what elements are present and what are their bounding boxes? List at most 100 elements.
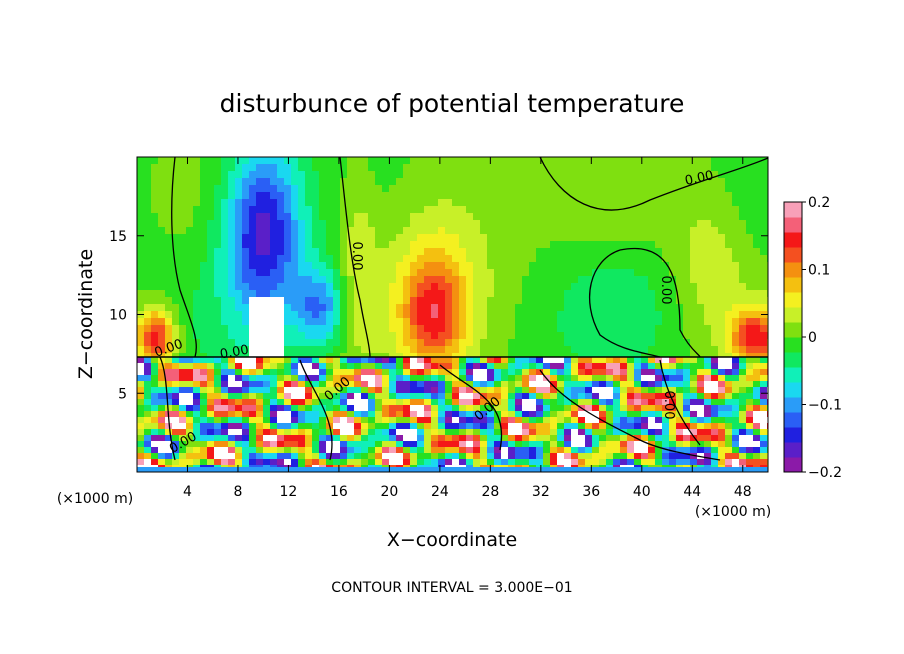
field-cell [634, 185, 642, 193]
field-cell [193, 283, 201, 291]
field-cell [648, 381, 656, 388]
field-cell [641, 248, 649, 256]
field-cell [291, 248, 299, 256]
field-cell [466, 213, 474, 221]
field-cell [529, 185, 537, 193]
field-cell [753, 357, 761, 364]
field-cell [501, 248, 509, 256]
field-cell [235, 171, 243, 179]
field-cell [340, 304, 348, 312]
field-cell [354, 220, 362, 228]
field-cell [571, 411, 579, 418]
field-cell [256, 255, 264, 263]
field-cell [585, 227, 593, 235]
field-cell [739, 311, 747, 319]
field-cell [718, 283, 726, 291]
field-cell [641, 399, 649, 406]
field-cell [662, 411, 670, 418]
field-cell [424, 417, 432, 424]
field-cell [480, 459, 488, 466]
field-cell [207, 171, 215, 179]
field-cell [186, 192, 194, 200]
field-cell [389, 447, 397, 454]
field-cell [515, 234, 523, 242]
field-cell [270, 269, 278, 277]
field-cell [746, 227, 754, 235]
field-cell [508, 417, 516, 424]
field-cell [655, 241, 663, 249]
field-cell [641, 241, 649, 249]
field-cell [438, 417, 446, 424]
field-cell [368, 171, 376, 179]
field-cell [543, 269, 551, 277]
field-cell [298, 199, 306, 207]
field-cell [718, 241, 726, 249]
field-cell [690, 255, 698, 263]
field-cell [445, 381, 453, 388]
field-cell [725, 157, 733, 165]
field-cell [417, 318, 425, 326]
field-cell [620, 276, 628, 284]
field-cell [298, 262, 306, 270]
field-cell [431, 213, 439, 221]
field-cell [354, 283, 362, 291]
field-cell [193, 447, 201, 454]
field-cell [550, 157, 558, 165]
field-cell [732, 311, 740, 319]
field-cell [291, 185, 299, 193]
field-cell [438, 405, 446, 412]
field-cell [151, 381, 159, 388]
field-cell [242, 387, 250, 394]
x-tick-label: 8 [233, 484, 242, 500]
field-cell [242, 276, 250, 284]
field-cell [669, 171, 677, 179]
field-cell [431, 399, 439, 406]
field-cell [501, 325, 509, 333]
field-cell [613, 459, 621, 466]
field-cell [151, 311, 159, 319]
field-cell [718, 459, 726, 466]
field-cell [585, 375, 593, 382]
field-cell [361, 346, 369, 354]
field-cell [704, 220, 712, 228]
field-cell [207, 297, 215, 305]
field-cell [746, 269, 754, 277]
field-cell [697, 459, 705, 466]
field-cell [753, 369, 761, 376]
field-cell [599, 227, 607, 235]
field-cell [641, 213, 649, 221]
field-cell [389, 405, 397, 412]
field-cell [305, 393, 313, 400]
field-cell [515, 171, 523, 179]
field-cell [753, 297, 761, 305]
field-cell [648, 405, 656, 412]
field-cell [487, 227, 495, 235]
field-cell [732, 248, 740, 256]
field-cell [172, 206, 180, 214]
field-cell [333, 276, 341, 284]
field-cell [760, 453, 768, 460]
field-cell [340, 276, 348, 284]
field-cell [375, 171, 383, 179]
field-cell [207, 429, 215, 436]
field-cell [382, 381, 390, 388]
field-cell [270, 429, 278, 436]
field-cell [158, 393, 166, 400]
field-cell [319, 339, 327, 347]
field-cell [144, 405, 152, 412]
field-cell [480, 429, 488, 436]
field-cell [662, 311, 670, 319]
field-cell [634, 311, 642, 319]
field-cell [256, 262, 264, 270]
field-cell [361, 393, 369, 400]
field-cell [319, 199, 327, 207]
field-cell [298, 435, 306, 442]
field-cell [256, 339, 264, 347]
field-cell [431, 417, 439, 424]
field-cell [697, 304, 705, 312]
field-cell [144, 192, 152, 200]
field-cell [508, 441, 516, 448]
field-cell [746, 234, 754, 242]
contour-line [339, 157, 371, 358]
field-cell [438, 369, 446, 376]
